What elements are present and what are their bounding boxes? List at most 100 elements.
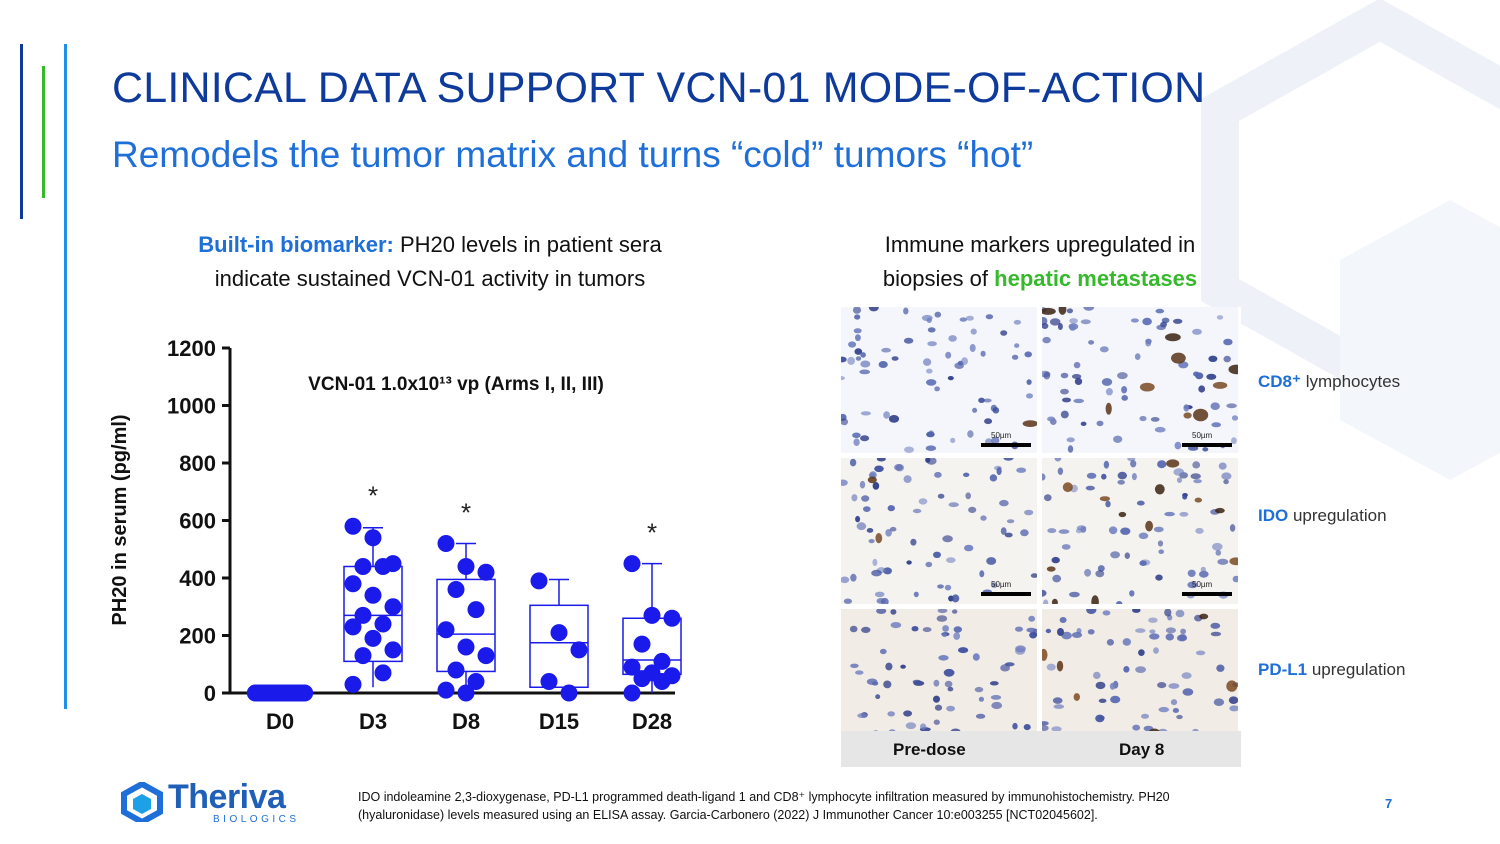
page-subtitle: Remodels the tumor matrix and turns “col… [112, 134, 1034, 175]
x-tick-label: D0 [266, 709, 294, 734]
page-number: 7 [1385, 796, 1393, 811]
background-hexagon-decoration [1201, 0, 1500, 480]
ph20-boxplot-chart: 0 200 400 600 800 1000 1200 PH20 in serum (pg/m… [109, 336, 682, 734]
micrograph-panel [1042, 609, 1238, 755]
significance-star: * [461, 498, 471, 528]
data-point [663, 609, 681, 627]
data-point [437, 621, 455, 639]
caption-line2: indicate sustained VCN-01 activity in tu… [214, 266, 646, 291]
accent-bar-green [42, 66, 45, 198]
y-tick-label: 0 [204, 681, 216, 706]
marker-name: CD8⁺ [1258, 372, 1301, 391]
significance-star: * [647, 518, 657, 548]
marker-name: PD-L1 [1258, 660, 1308, 679]
data-point [384, 598, 402, 616]
page-title: CLINICAL DATA SUPPORT VCN-01 MODE-OF-ACT… [112, 64, 1206, 112]
caption-line1-rest: PH20 levels in patient sera [393, 232, 662, 257]
caption-bold-lead: Built-in biomarker: [198, 232, 394, 257]
data-point [540, 673, 558, 690]
micrograph-caption-line1: Immune markers upregulated in [884, 232, 1196, 257]
data-point [633, 635, 651, 653]
micrograph-grid: 50µm 50µm 50µm 50µm [841, 307, 1241, 767]
data-point [354, 606, 372, 624]
scale-bar-label: 50µm [991, 580, 1012, 589]
micrograph-caption: Immune markers upregulated in biopsies o… [840, 228, 1240, 296]
box [343, 565, 403, 663]
tissue-texture [841, 458, 1037, 604]
accent-bar-navy [20, 44, 23, 219]
data-point [447, 581, 465, 598]
scale-bar [981, 443, 1031, 447]
data-point [364, 529, 382, 547]
logo-hexagon-icon [121, 780, 163, 826]
data-point [437, 535, 455, 552]
data-point [477, 647, 495, 665]
data-point [467, 601, 485, 619]
data-point [467, 673, 485, 690]
x-tick-label: D8 [452, 709, 480, 734]
x-tick-label: D15 [539, 709, 579, 734]
micrograph-panel: 50µm [1042, 307, 1238, 453]
data-point [550, 624, 568, 642]
data-point [633, 670, 651, 688]
data-point [344, 618, 362, 636]
data-point [344, 675, 362, 693]
data-point [530, 572, 548, 590]
data-point [374, 615, 392, 633]
data-point [447, 661, 465, 679]
data-point [623, 658, 641, 676]
marker-desc: lymphocytes [1300, 372, 1401, 391]
data-point [560, 684, 578, 702]
data-point [643, 606, 661, 624]
micrograph-caption-prefix: biopsies of [882, 266, 995, 291]
marker-name: IDO [1258, 506, 1289, 525]
scale-bar [981, 592, 1031, 596]
data-point [296, 684, 314, 702]
significance-star: * [368, 480, 378, 510]
box [529, 604, 589, 688]
accent-bar-blue [64, 44, 67, 709]
scale-bar [1182, 443, 1232, 447]
data-point [623, 684, 641, 702]
micrograph-column-labels: Pre-dose Day 8 [841, 731, 1241, 767]
footnote-line2: (hyaluronidase) levels measured using an… [358, 808, 1098, 822]
y-tick-label: 1200 [167, 336, 216, 361]
data-point [374, 558, 392, 575]
marker-label-cd8: CD8⁺ lymphocytes [1258, 372, 1400, 392]
data-point [570, 641, 588, 659]
data-point [653, 652, 671, 670]
data-point [653, 673, 671, 690]
y-tick-label: 800 [179, 451, 216, 476]
tissue-texture [1042, 609, 1238, 754]
data-point [457, 638, 475, 656]
micrograph-caption-highlight: hepatic metastases [994, 266, 1198, 291]
scale-bar-label: 50µm [1192, 431, 1213, 440]
data-point [384, 641, 402, 659]
data-point [457, 558, 475, 575]
logo-subtitle: BIOLOGICS [213, 814, 300, 825]
marker-desc: upregulation [1288, 506, 1387, 525]
micrograph-panel: 50µm [841, 307, 1037, 453]
scale-bar [1182, 592, 1232, 596]
y-tick-label: 200 [179, 624, 216, 649]
chart-caption: Built-in biomarker: PH20 levels in patie… [130, 228, 730, 296]
y-tick-label: 400 [179, 566, 216, 591]
company-logo: Theriva BIOLOGICS [120, 778, 296, 827]
data-point [477, 563, 495, 581]
tissue-texture [1042, 458, 1238, 604]
data-point [344, 575, 362, 593]
scale-bar-label: 50µm [1192, 580, 1213, 589]
data-point [344, 517, 362, 535]
data-point [457, 684, 475, 702]
micrograph-panel: 50µm [841, 458, 1037, 604]
y-tick-label: 600 [179, 509, 216, 534]
chart-title: VCN-01 1.0x10¹³ vp (Arms I, II, III) [308, 374, 604, 395]
data-point [437, 681, 455, 699]
scale-bar-label: 50µm [991, 431, 1012, 440]
footnote: IDO indoleamine 2,3-dioxygenase, PD-L1 p… [358, 788, 1278, 824]
logo-wordmark: Theriva [168, 778, 286, 816]
micrograph-panel: 50µm [1042, 458, 1238, 604]
box [436, 578, 496, 673]
y-axis-title: PH20 in serum (pg/ml) [109, 414, 131, 625]
column-label-day8: Day 8 [1119, 740, 1165, 759]
